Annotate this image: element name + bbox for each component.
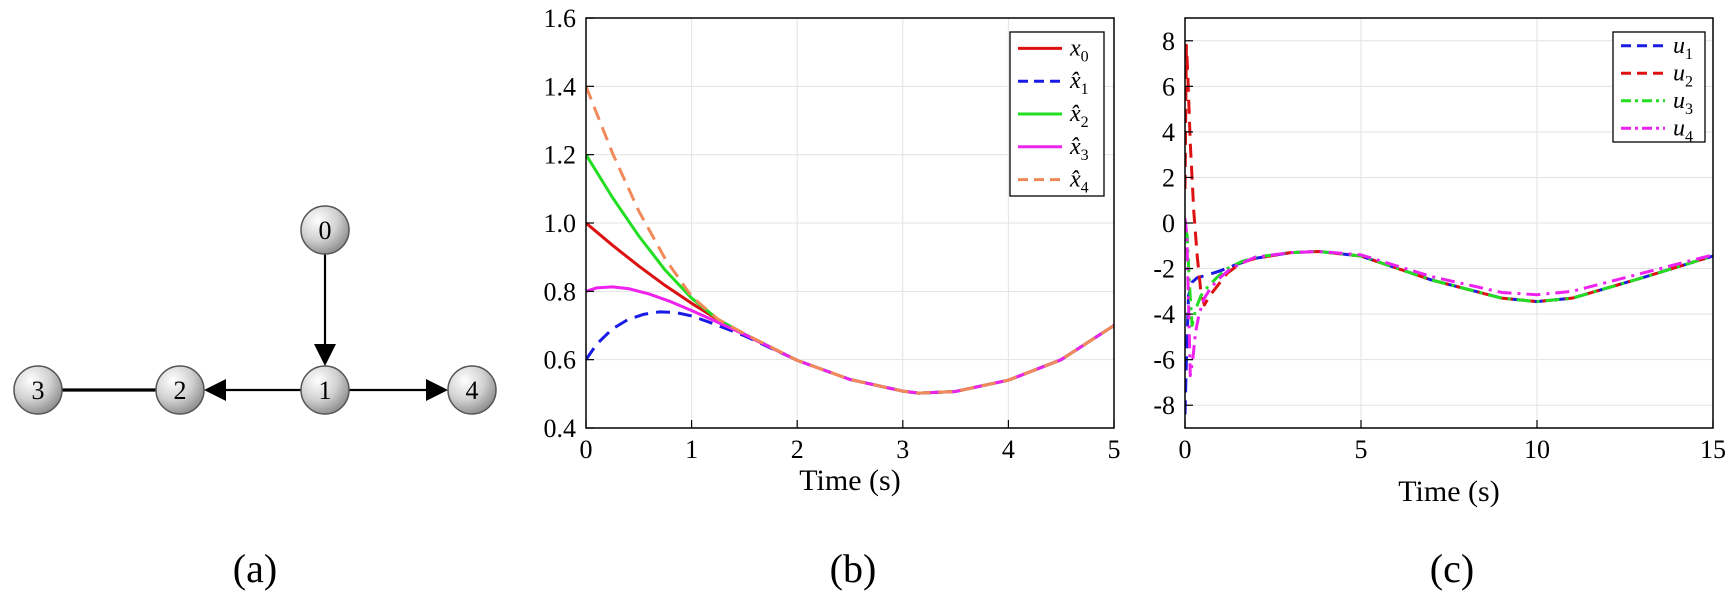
chart-c-legend-label-1: u2 (1673, 60, 1693, 90)
chart-b-legend-base-0: x (1069, 35, 1081, 61)
chart-b-ytick-label-2: 0.8 (544, 277, 577, 306)
chart-c-ytick-label-7: 6 (1162, 72, 1175, 101)
caption-a: (a) (233, 546, 277, 591)
chart-b-ytick-label-3: 1.0 (544, 209, 577, 238)
chart-b-ytick-label-4: 1.2 (544, 141, 577, 170)
chart-c-ytick-label-0: -8 (1153, 391, 1175, 420)
chart-c-xlabel: Time (s) (1398, 475, 1499, 508)
graph-node-label-4: 4 (466, 376, 479, 405)
chart-b-xtick-label-0: 0 (580, 435, 593, 464)
chart-b-series-0 (586, 221, 1114, 395)
chart-b-legend-sub-1: 1 (1081, 81, 1089, 98)
chart-b-legend-base-1: x̂ (1069, 68, 1081, 94)
chart-b-series-3 (586, 285, 1114, 395)
chart-c-legend-sub-0: 1 (1685, 46, 1693, 63)
chart-b-legend-sub-0: 0 (1081, 48, 1089, 65)
chart-b-ytick-label-1: 0.6 (544, 346, 577, 375)
chart-c-legend-sub-1: 2 (1685, 73, 1693, 90)
chart-b-ytick-label-0: 0.4 (544, 414, 577, 443)
chart-c-series-3 (1185, 218, 1713, 378)
chart-b-xtick-label-3: 3 (896, 435, 909, 464)
chart-c-xtick-label-0: 0 (1179, 435, 1192, 464)
chart-c-legend-label-2: u3 (1673, 88, 1693, 118)
chart-c-xtick-label-3: 15 (1700, 435, 1726, 464)
chart-b-xtick-label-1: 1 (685, 435, 698, 464)
graph-node-label-3: 3 (32, 376, 45, 405)
chart-c-ytick-label-4: 0 (1162, 209, 1175, 238)
chart-b-legend-base-2: x̂ (1069, 101, 1081, 127)
chart-b-legend-sub-2: 2 (1081, 114, 1089, 131)
chart-c-ytick-label-1: -6 (1153, 346, 1175, 375)
chart-c-legend-base-2: u (1673, 88, 1685, 114)
chart-b-legend-label-0: x0 (1069, 35, 1089, 65)
chart-c-legend-base-3: u (1673, 115, 1685, 141)
chart-b-xlabel: Time (s) (799, 464, 900, 497)
chart-c-legend-label-3: u4 (1673, 115, 1693, 145)
chart-c-legend-box (1612, 31, 1706, 143)
graph-node-1 (300, 365, 350, 415)
chart-c-legend-sub-2: 3 (1685, 101, 1693, 118)
graph-panel: 0 1 2 3 4 (13, 205, 497, 415)
chart-b-xtick-label-2: 2 (791, 435, 804, 464)
chart-b-ytick-label-5: 1.4 (544, 72, 577, 101)
chart-c-xtick-label-1: 5 (1355, 435, 1368, 464)
graph-arrowhead-0-1 (314, 344, 336, 366)
chart-b-legend-base-4: x̂ (1069, 167, 1081, 193)
chart-b-legend-sub-3: 3 (1081, 147, 1089, 164)
graph-arrowhead-1-2 (204, 379, 226, 401)
chart-c-xtick-label-2: 10 (1524, 435, 1550, 464)
chart-c-ytick-label-3: -2 (1153, 255, 1175, 284)
chart-c-ytick-label-2: -4 (1153, 300, 1175, 329)
chart-b-legend-sub-4: 4 (1081, 180, 1089, 197)
graph-node-4 (447, 365, 497, 415)
chart-c-legend-sub-3: 4 (1685, 128, 1693, 145)
chart-c-series-2 (1185, 229, 1713, 327)
graph-node-label-1: 1 (319, 376, 332, 405)
chart-b-xtick-label-4: 4 (1002, 435, 1015, 464)
chart-c-legend-label-0: u1 (1673, 33, 1693, 63)
chart-b-ytick-label-6: 1.6 (544, 4, 577, 33)
caption-b: (b) (830, 546, 877, 591)
chart-c-legend-base-0: u (1673, 33, 1685, 59)
chart-b-legend-base-3: x̂ (1069, 134, 1081, 160)
graph-arrowhead-1-4 (426, 379, 448, 401)
chart-b-legend-label-3: x̂3 (1069, 134, 1089, 164)
chart-c-ytick-label-6: 4 (1162, 118, 1175, 147)
caption-c: (c) (1430, 546, 1474, 591)
graph-node-2 (155, 365, 205, 415)
graph-node-label-2: 2 (174, 376, 187, 405)
chart-c-ytick-label-8: 8 (1162, 27, 1175, 56)
chart-b-legend-label-2: x̂2 (1069, 101, 1089, 131)
graph-node-3 (13, 365, 63, 415)
chart-b-series-4 (586, 85, 1114, 395)
chart-b-legend: x0x̂1x̂2x̂3x̂4 (1009, 31, 1105, 197)
chart-c-legend-base-1: u (1673, 60, 1685, 86)
chart-b-xtick-label-5: 5 (1108, 435, 1121, 464)
chart-c-ytick-label-5: 2 (1162, 163, 1175, 192)
chart-b-legend-label-4: x̂4 (1069, 167, 1089, 197)
chart-b-legend-label-1: x̂1 (1069, 68, 1089, 98)
graph-node-label-0: 0 (319, 216, 332, 245)
graph-node-0 (300, 205, 350, 255)
